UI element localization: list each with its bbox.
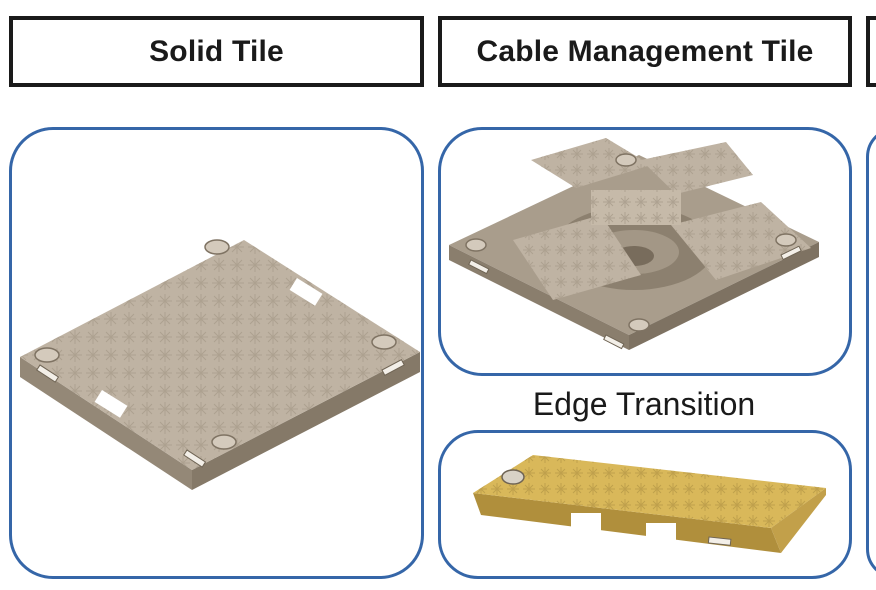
header-partial-box [866,16,876,87]
header-solid-tile: Solid Tile [9,16,424,87]
header-cable-management-tile: Cable Management Tile [438,16,852,87]
solid-tile-illustration [20,239,420,490]
edge-transition-card [438,430,852,579]
header-solid-tile-label: Solid Tile [149,34,284,68]
solid-tile-card [9,127,424,579]
partial-card-right [866,127,876,579]
cable-management-card [438,127,852,376]
edge-transition-illustration [473,455,826,553]
edge-transition-label: Edge Transition [532,386,756,422]
cable-management-illustration [449,138,819,350]
header-cable-management-label: Cable Management Tile [476,34,814,68]
